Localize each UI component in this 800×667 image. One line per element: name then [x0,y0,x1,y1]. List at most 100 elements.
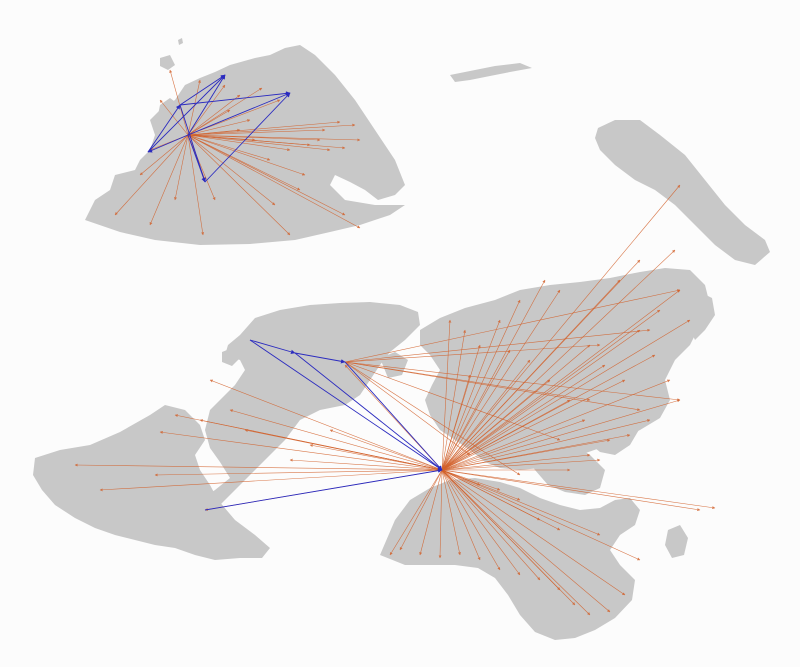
inset-flow-route [187,134,346,216]
main-flow-route [154,469,443,477]
main-flow-route [344,361,561,441]
inset-flow-route [187,134,301,191]
inset-flow-route [187,84,226,136]
main-flow-route [441,289,681,471]
main-flow-route [309,444,443,471]
main-flow-route [344,361,521,476]
main-internal-route [249,339,296,355]
main-flow-route [344,328,651,363]
main-flow-route [344,361,591,402]
landmass-eurasia [420,268,710,470]
main-flow-route [441,419,651,471]
inset-internal-route [147,134,189,153]
inset-flow-route [149,134,189,226]
inset-flow-route [187,94,241,136]
main-flow-route [441,469,626,596]
inset-flow-route [187,87,263,136]
inset-flow-route [187,79,201,136]
inset-flow-route [187,134,331,152]
main-flow-route [441,279,546,471]
inset-flow-route [187,128,326,136]
main-flow-route [441,349,511,471]
inset-flow-route [159,99,189,136]
main-flow-route [441,469,601,536]
inset-internal-route [204,92,291,183]
main-flow-route [344,289,681,363]
inset-island-scandinavia-tip [160,55,175,70]
main-flow-route [441,469,481,486]
main-flow-route [289,458,443,471]
landmass-caribbean [222,348,240,366]
inset-island-small [178,38,183,45]
main-flow-route [99,469,443,492]
main-flow-route [344,361,471,456]
main-flow-route [438,469,443,559]
inset-flow-route [187,134,271,161]
main-flow-route [244,429,443,471]
main-flow-route [441,374,471,471]
inset-internal-route [187,74,226,136]
inset-flow-route [187,134,291,236]
main-internal-route [294,352,346,364]
main-flow-route [441,399,571,471]
main-flow-route [441,469,716,510]
main-flow-route [441,319,501,471]
main-internal-route [204,468,443,511]
main-internal-route [344,361,443,471]
main-flow-route [209,379,443,471]
main-flow-route [441,379,671,471]
inset-landmass [85,45,405,245]
main-flow-route [441,469,501,491]
main-flow-route [441,379,551,471]
main-flow-route [441,184,681,471]
main-flow-route [441,469,541,521]
main-flow-route [389,469,443,556]
inset-flow-route [187,134,321,142]
main-flow-route [441,309,661,471]
main-flow-route [441,469,501,571]
inset-flow-route [187,134,216,201]
main-flow-route [159,430,443,471]
main-route-layer [74,184,716,616]
inset-internal-route [147,104,181,153]
main-internal-route [294,352,443,471]
main-flow-route [441,329,641,471]
inset-map-europe [85,38,405,245]
inset-internal-route [187,92,291,136]
landmass-india [575,412,640,455]
main-flow-route [441,299,521,471]
landmass-africa [380,478,640,640]
inset-flow-route [187,134,205,236]
landmass-arctic-islands [450,63,532,82]
inset-flow-route [187,128,241,136]
main-flow-route [329,429,443,471]
landmass-south-america [33,405,270,560]
inset-flow-route [187,134,361,229]
main-flow-route [419,469,443,556]
main-world-map [33,63,770,640]
landmass-japan [688,292,715,340]
main-flow-route [441,279,621,471]
inset-flow-route [187,119,251,136]
main-flow-route [441,419,586,471]
main-flow-route [441,469,591,616]
inset-internal-route [179,91,291,106]
main-flow-route [441,379,626,471]
main-flow-route [229,409,443,471]
main-flow-route [441,469,611,613]
inset-flow-route [114,134,189,216]
main-flow-route [441,249,676,471]
main-flow-route [441,469,576,606]
main-flow-route [344,343,601,363]
landmass-arabia [520,440,605,495]
main-flow-route [441,399,681,471]
main-flow-route [441,469,541,581]
main-flow-route [344,361,641,412]
main-flow-route [441,458,601,471]
landmass-east-siberia [595,120,770,265]
landmass-madagascar [665,525,688,558]
main-flow-route [441,469,461,556]
main-flow-route [399,469,443,551]
main-flow-route [441,469,641,561]
